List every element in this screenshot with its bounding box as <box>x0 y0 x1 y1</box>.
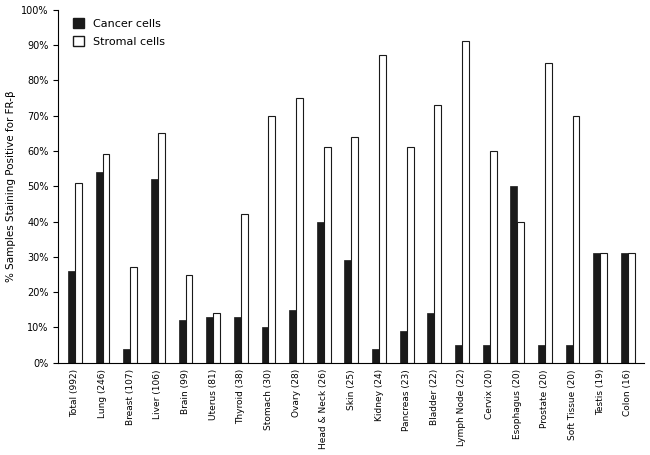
Bar <box>344 260 352 363</box>
Bar <box>510 186 517 363</box>
Bar <box>317 222 324 363</box>
Bar <box>96 172 103 363</box>
Bar <box>261 328 268 363</box>
Bar <box>434 105 441 363</box>
Bar <box>489 151 497 363</box>
Bar <box>621 253 628 363</box>
Bar <box>517 222 524 363</box>
Bar <box>573 116 579 363</box>
Bar <box>545 62 552 363</box>
Bar <box>185 274 192 363</box>
Bar <box>566 345 573 363</box>
Bar <box>372 349 379 363</box>
Bar <box>600 253 607 363</box>
Bar <box>234 317 240 363</box>
Bar <box>179 320 185 363</box>
Bar <box>158 133 164 363</box>
Bar <box>213 313 220 363</box>
Bar <box>68 271 75 363</box>
Bar <box>206 317 213 363</box>
Bar <box>455 345 462 363</box>
Bar <box>379 56 386 363</box>
Bar <box>428 313 434 363</box>
Bar <box>124 349 130 363</box>
Bar <box>296 98 303 363</box>
Bar <box>324 147 331 363</box>
Bar <box>538 345 545 363</box>
Bar <box>289 310 296 363</box>
Legend: Cancer cells, Stromal cells: Cancer cells, Stromal cells <box>70 15 168 50</box>
Bar <box>400 331 407 363</box>
Bar <box>628 253 635 363</box>
Bar <box>240 214 248 363</box>
Bar <box>103 154 109 363</box>
Bar <box>352 137 358 363</box>
Bar <box>75 182 82 363</box>
Bar <box>151 179 158 363</box>
Bar <box>268 116 276 363</box>
Y-axis label: % Samples Staining Positive for FR-β: % Samples Staining Positive for FR-β <box>6 91 16 282</box>
Bar <box>462 41 469 363</box>
Bar <box>407 147 413 363</box>
Bar <box>593 253 600 363</box>
Bar <box>130 268 137 363</box>
Bar <box>483 345 489 363</box>
